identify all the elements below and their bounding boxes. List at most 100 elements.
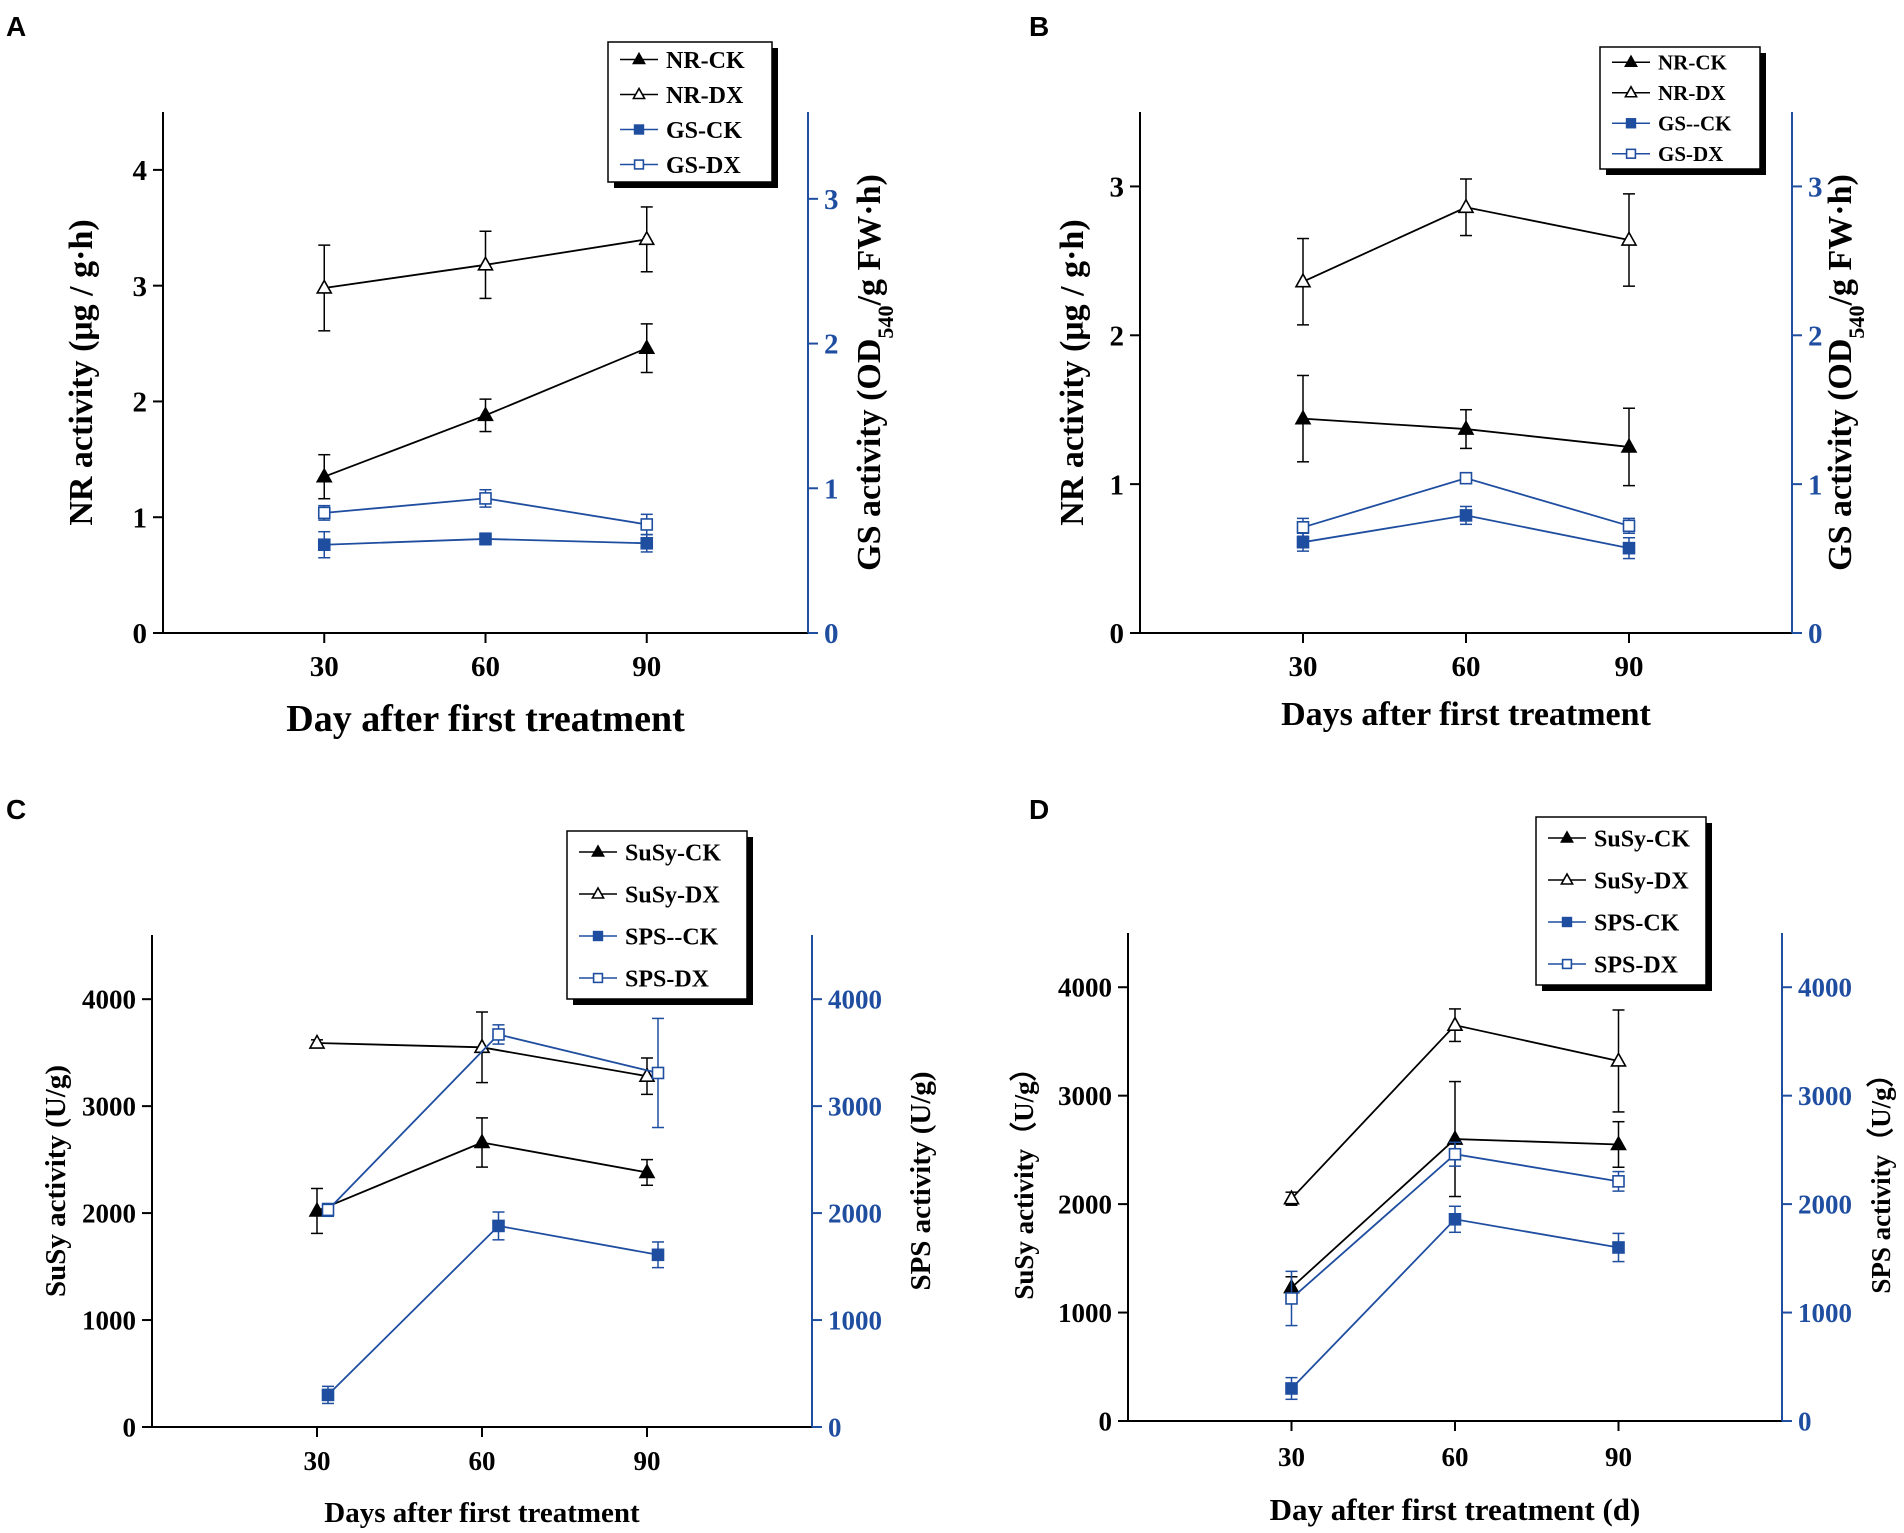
x-tick-label: 60: [471, 651, 500, 683]
y-tick-label: 3: [133, 271, 148, 303]
y2-axis-title: SPS activity (U/g): [905, 1071, 937, 1290]
data-point: [479, 492, 492, 505]
panel-label: C: [6, 794, 26, 825]
series-nr-dx: [1294, 178, 1638, 326]
data-point: [479, 532, 492, 546]
y2-title-sub: 540: [1844, 305, 1869, 338]
series-nr-ck: [1294, 374, 1638, 487]
y-tick-label: 2000: [1058, 1190, 1112, 1220]
series-line: [1290, 1218, 1619, 1390]
y-tick-label: 4000: [1058, 973, 1112, 1003]
legend-marker: [591, 844, 605, 857]
x-tick-label: 60: [1442, 1442, 1469, 1472]
data-point: [315, 467, 333, 483]
series-gs-ck: [317, 530, 654, 559]
x-tick-label: 30: [1278, 1442, 1305, 1472]
data-point: [477, 406, 494, 422]
data-point: [1283, 1189, 1300, 1205]
data-point: [638, 230, 656, 246]
data-point: [308, 1201, 326, 1217]
y2-axis-title: SPS activity（U/g）: [1866, 1060, 1896, 1293]
legend-label: NR-CK: [1658, 51, 1727, 75]
y2-tick-label: 3000: [828, 1092, 882, 1122]
data-point: [492, 1028, 505, 1041]
y2-tick-label: 4000: [1798, 973, 1852, 1003]
y-tick-label: 2000: [82, 1199, 136, 1229]
y2-axis-title: GS activity (OD540/g FW·h): [851, 174, 898, 571]
data-point: [1612, 1241, 1625, 1254]
y2-title-sub: 540: [873, 305, 898, 338]
y2-title-rest: /g FW·h): [851, 174, 888, 306]
series-sps-dx: [1285, 1141, 1625, 1327]
y2-tick-label: 4000: [828, 985, 882, 1015]
data-point: [321, 1203, 335, 1217]
data-point: [1610, 1051, 1627, 1067]
y2-tick-label: 0: [1798, 1406, 1812, 1436]
x-axis-title: Days after first treatment: [324, 1497, 640, 1529]
x-tick-label: 60: [1452, 651, 1481, 683]
y2-tick-label: 0: [1808, 618, 1823, 650]
data-point: [1622, 541, 1636, 555]
legend-marker: [1625, 118, 1637, 129]
data-point: [651, 1066, 665, 1080]
x-axis-title: Days after first treatment: [1281, 696, 1651, 733]
series-sps-dx: [321, 1017, 665, 1218]
y2-title-main: SPS activity（U/g）: [1866, 1060, 1896, 1293]
legend-label: GS-DX: [666, 153, 741, 179]
y2-tick-label: 2: [824, 329, 839, 361]
data-point: [308, 1033, 326, 1049]
data-point: [1294, 272, 1312, 288]
y2-tick-label: 0: [824, 618, 839, 650]
series-nr-dx: [315, 206, 656, 332]
series-susy-dx: [308, 1011, 656, 1096]
series-sps-ck: [1285, 1205, 1625, 1401]
legend-box: [1535, 816, 1707, 986]
legend-label: SuSy-CK: [625, 840, 721, 866]
data-point: [1620, 437, 1638, 453]
y2-title-main: GS activity (OD: [851, 339, 888, 571]
y-tick-label: 0: [1110, 618, 1125, 650]
y2-tick-label: 3000: [1798, 1081, 1852, 1111]
legend-label: SPS-DX: [1594, 952, 1679, 978]
legend-label: SuSy-CK: [1594, 826, 1690, 852]
y-tick-label: 1000: [82, 1305, 136, 1335]
legend-box: [607, 41, 773, 183]
legend-label: NR-DX: [666, 83, 744, 109]
legend-label: SPS-DX: [625, 966, 710, 992]
data-point: [315, 278, 333, 294]
data-point: [1459, 509, 1473, 522]
data-point: [1457, 419, 1475, 435]
data-point: [1285, 1382, 1298, 1395]
legend-marker: [633, 159, 645, 170]
legend: NR-CK NR-DX GS-CK GS-DX: [607, 41, 778, 188]
y2-tick-label: 1000: [1798, 1298, 1852, 1328]
data-point: [1620, 230, 1638, 246]
legend-marker: [591, 886, 605, 899]
legend-label: GS--CK: [1658, 112, 1732, 136]
data-point: [651, 1248, 665, 1262]
y-axis-title: SuSy activity（U/g）: [1009, 1054, 1039, 1299]
y-tick-label: 3: [1110, 172, 1125, 204]
x-axis-title: Day after first treatment: [286, 698, 685, 740]
y-tick-label: 3000: [1058, 1081, 1112, 1111]
x-tick-label: 30: [310, 651, 339, 683]
y2-axis-title: GS activity (OD540/g FW·h): [1822, 174, 1869, 571]
legend-marker: [1624, 85, 1638, 98]
data-point: [321, 1388, 335, 1402]
legend-label: SPS-CK: [1594, 910, 1680, 936]
series-susy-ck: [308, 1117, 656, 1235]
data-point: [473, 1133, 491, 1149]
y-tick-label: 0: [123, 1412, 137, 1442]
series-line: [327, 1224, 659, 1396]
series-susy-dx: [1283, 1008, 1627, 1206]
data-point: [1446, 1016, 1464, 1031]
y2-tick-label: 1: [824, 473, 839, 505]
chart-panel-d: D 0 1000 2000 3000 4000 0 1000 2000 3000 4000 30 60 9…: [1009, 794, 1896, 1527]
panel-label: B: [1029, 11, 1049, 42]
y-tick-label: 1: [133, 502, 148, 534]
data-point: [638, 1163, 656, 1179]
y-tick-label: 0: [1099, 1406, 1113, 1436]
data-point: [638, 339, 656, 354]
